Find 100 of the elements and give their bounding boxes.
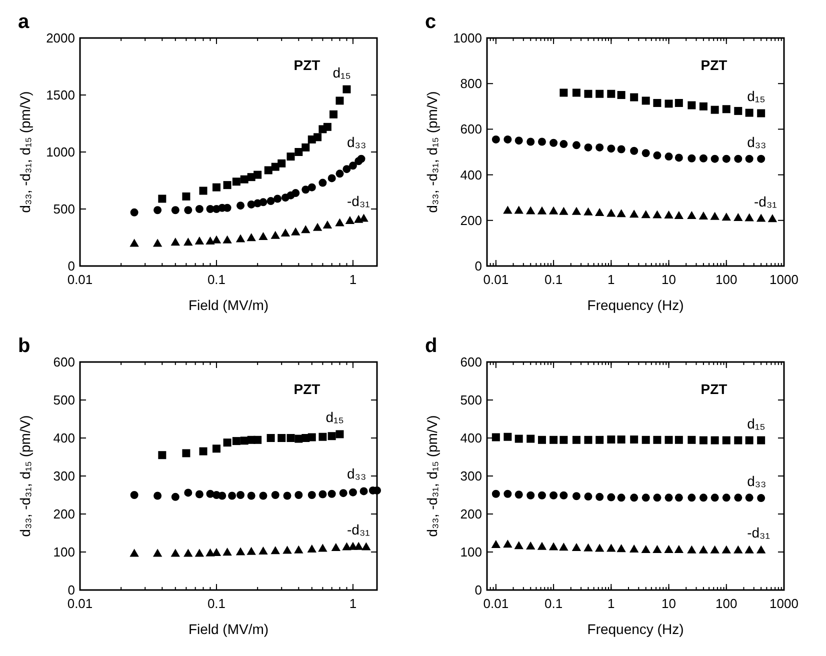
point [698,545,708,554]
point [492,433,500,442]
point [572,543,582,552]
annotation: PZT [294,381,321,397]
point [745,494,754,502]
y-tick-label: 400 [460,167,482,182]
point [674,494,683,502]
y-axis-title: d₃₃, -d₃₁, d₁₅ (pm/V) [17,91,33,213]
annotation: PZT [294,57,321,73]
y-axis-title: d₃₃, -d₃₁, d₁₅ (pm/V) [17,415,33,537]
y-tick-label: 200 [53,506,75,522]
point [664,494,673,502]
point [504,490,512,498]
x-tick-label: 10 [662,272,676,287]
x-tick-label: 1000 [770,272,798,287]
y-tick-label: 1000 [46,144,75,160]
chart-title: a [18,11,30,33]
series-label: -d₃₁ [747,524,770,541]
y-tick-label: 0 [474,258,482,274]
point [630,436,638,444]
point [616,544,626,552]
point [734,545,743,554]
annotation: PZT [700,57,728,73]
y-tick-label: 800 [460,76,482,92]
point [503,540,512,548]
x-tick-label: 0.1 [544,596,563,611]
point [674,436,683,444]
point [537,542,547,550]
y-tick-label: 200 [460,506,482,522]
point [674,544,684,553]
point [572,436,580,444]
series-label: d₁₅ [326,409,344,426]
y-tick-label: 200 [460,212,482,228]
point [688,436,696,444]
point [550,436,558,444]
series-label: d₁₅ [747,415,766,432]
point [538,491,546,500]
point [491,540,501,548]
y-tick-label: 400 [53,430,75,446]
point [560,491,568,500]
y-axis-title: d₃₃, -d₃₁, d₁₅ (pm/V) [424,415,440,537]
point [734,494,742,502]
point [596,492,604,501]
x-tick-label: 1 [608,272,615,287]
chart-title: c [425,11,436,33]
point [607,436,616,444]
point [653,436,662,444]
point [572,492,580,500]
series-label: d₁₅ [747,88,766,104]
y-tick-label: 100 [460,544,482,560]
y-tick-label: 400 [460,430,482,446]
point [594,544,604,552]
point [757,436,766,444]
point [745,436,754,444]
x-tick-label: 0.1 [207,596,226,611]
chart-title: d [425,335,438,357]
x-tick-label: 10 [662,596,676,611]
point [653,494,662,502]
point [722,436,730,444]
point [526,491,535,500]
series-label: -d₃₁ [347,522,370,538]
y-tick-label: 1000 [453,30,482,46]
x-tick-label: 0.1 [544,272,563,287]
series-label: -d₃₁ [754,194,778,210]
x-tick-label: 0.01 [67,272,93,287]
y-tick-label: 500 [53,392,75,408]
point [687,545,696,554]
point [526,542,536,550]
annotation: PZT [700,381,728,397]
x-tick-label: 0.01 [483,596,509,611]
point [584,543,593,552]
point [757,494,766,502]
y-tick-label: 500 [460,392,482,408]
y-tick-label: 500 [53,202,75,216]
point [664,544,674,553]
point [652,544,662,553]
series-label: d₃₃ [347,134,366,150]
y-tick-label: 2000 [46,30,75,46]
point [699,436,708,444]
point [710,494,719,502]
point [504,432,512,441]
point [630,494,638,502]
x-tick-label: 1 [349,596,357,611]
y-tick-label: 600 [460,122,482,137]
y-axis-title: d₃₃, -d₃₁, d₁₅ (pm/V) [424,91,440,213]
point [526,434,535,443]
point [548,542,558,550]
y-tick-label: 0 [474,582,482,598]
point [688,494,696,502]
point [629,544,639,553]
x-axis-title: Field (MV/m) [188,621,269,637]
point [514,434,523,443]
point [550,491,558,500]
point [584,436,592,444]
y-tick-label: 1500 [46,88,75,102]
y-tick-label: 0 [68,258,75,274]
y-tick-label: 600 [460,354,482,370]
x-axis-title: Field (MV/m) [188,297,269,313]
point [607,493,616,502]
point [538,436,546,444]
